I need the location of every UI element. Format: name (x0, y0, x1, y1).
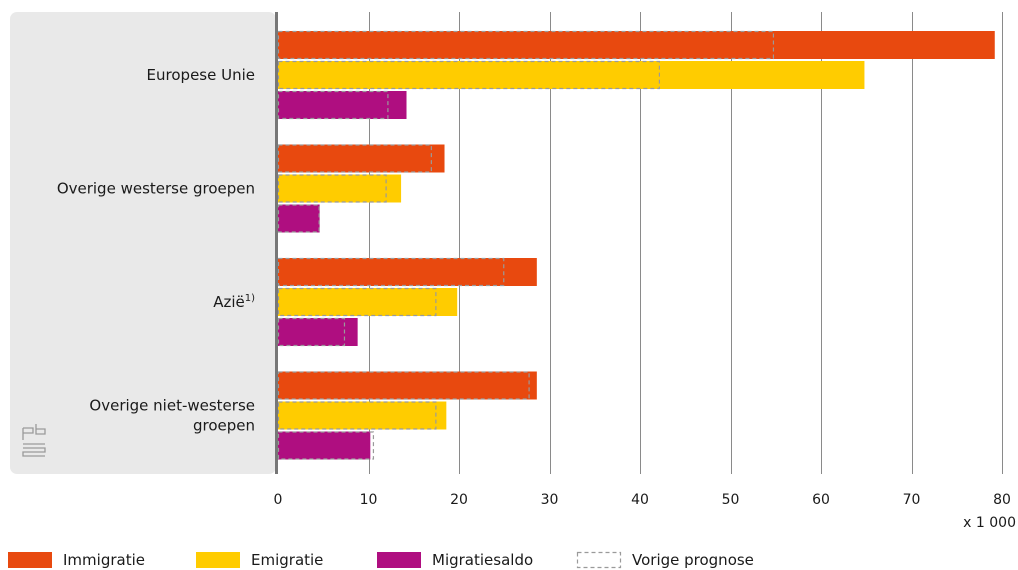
x-tick-label: 0 (274, 492, 283, 508)
bar-emigratie (278, 401, 447, 430)
bar-emigratie (278, 174, 402, 203)
previous-forecast-outline (277, 371, 530, 400)
legend-label: Immigratie (63, 551, 145, 569)
previous-forecast-outline (277, 257, 505, 287)
category-label: Azië1) (213, 293, 255, 311)
gridlines (369, 12, 1003, 474)
previous-forecast-outline (277, 60, 661, 90)
bar-migratiesaldo (278, 318, 358, 346)
legend-swatch-previous (576, 551, 622, 569)
legend-label: Emigratie (251, 551, 323, 569)
category-labels: Europese Unie Overige westerse groepen Azi… (57, 66, 255, 435)
bar-immigratie (278, 144, 445, 173)
category-label: Overige westerse groepen (57, 180, 255, 198)
previous-forecast-outline (277, 287, 437, 317)
previous-forecast-outline (277, 431, 375, 460)
label-panel (10, 12, 276, 474)
legend-label: Migratiesaldo (432, 551, 533, 569)
legend-label: Vorige prognose (632, 551, 754, 569)
x-tick-labels: 0 10 20 30 40 50 60 70 80 (274, 492, 1011, 508)
previous-forecast-outline (277, 317, 346, 347)
x-tick-label: 60 (812, 492, 830, 508)
x-tick-label: 30 (541, 492, 559, 508)
category-label: Europese Unie (147, 66, 255, 84)
x-tick-label: 70 (903, 492, 921, 508)
bar-emigratie (278, 61, 865, 89)
x-tick-label: 40 (631, 492, 649, 508)
category-label: groepen (193, 417, 255, 435)
x-axis-unit: x 1 000 (963, 515, 1016, 531)
previous-forecast-outline (277, 401, 437, 430)
bar-migratiesaldo (278, 431, 371, 460)
category-label: Overige niet-westerse (89, 397, 255, 415)
bar-migratiesaldo (278, 204, 320, 233)
bar-migratiesaldo (278, 91, 407, 119)
cbs-logo-icon (22, 424, 46, 457)
legend: Immigratie Emigratie Migratiesaldo Vorige p… (8, 551, 754, 569)
previous-forecast-outline (277, 144, 432, 173)
legend-swatch (377, 552, 421, 568)
x-tick-label: 50 (722, 492, 740, 508)
bar-emigratie (278, 288, 458, 316)
previous-forecast-outline (277, 204, 320, 233)
x-tick-label: 20 (450, 492, 468, 508)
bar-immigratie (278, 31, 995, 59)
bar-immigratie (278, 258, 537, 286)
previous-forecast-outline (277, 174, 387, 203)
legend-swatch (196, 552, 240, 568)
x-tick-label: 10 (360, 492, 378, 508)
previous-forecast-outline (277, 90, 389, 120)
x-tick-label: 80 (993, 492, 1011, 508)
bar-immigratie (278, 371, 537, 400)
legend-swatch (8, 552, 52, 568)
bars (277, 30, 995, 460)
previous-forecast-outline (277, 30, 775, 60)
